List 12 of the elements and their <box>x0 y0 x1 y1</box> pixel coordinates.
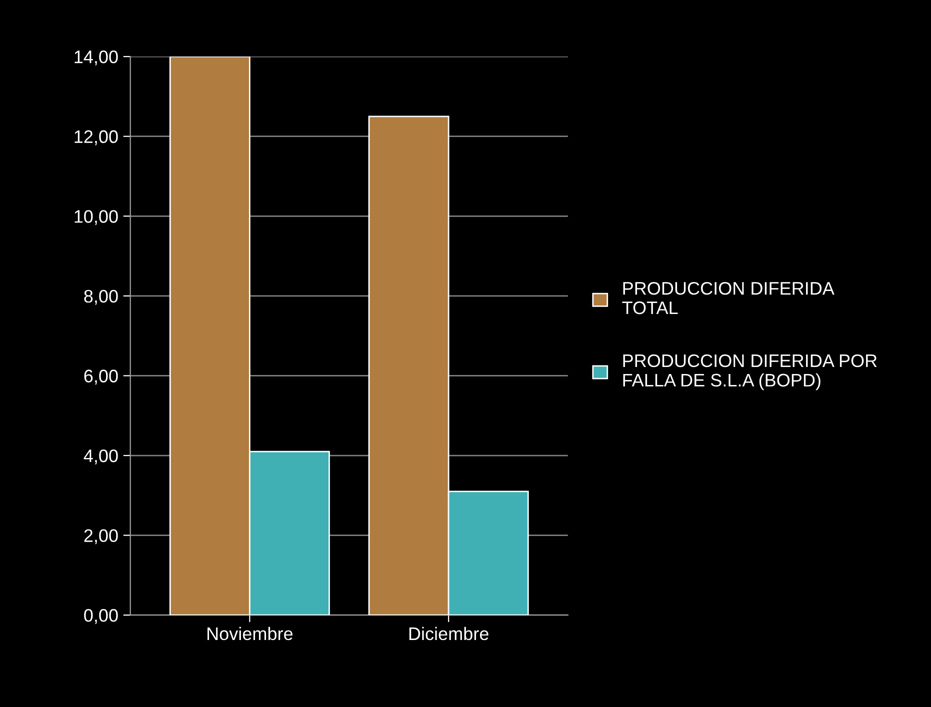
y-tick-label: 4,00 <box>84 449 118 464</box>
y-tick-label: 12,00 <box>74 130 118 146</box>
legend-label: PRODUCCION DIFERIDA POR FALLA DE S.L.A (BOPD) <box>623 354 877 390</box>
x-tick-label: Diciembre <box>409 626 488 640</box>
x-tick-label: Noviembre <box>208 626 293 640</box>
y-tick-label: 10,00 <box>74 210 118 225</box>
y-tick-label: 14,00 <box>74 50 118 66</box>
y-tick-label: 8,00 <box>84 290 118 305</box>
legend-label: PRODUCCION DIFERIDA TOTAL <box>622 282 834 314</box>
y-tick-label: 0,00 <box>84 609 118 624</box>
y-tick-label: 2,00 <box>84 529 118 544</box>
y-tick-label: 6,00 <box>84 370 118 385</box>
